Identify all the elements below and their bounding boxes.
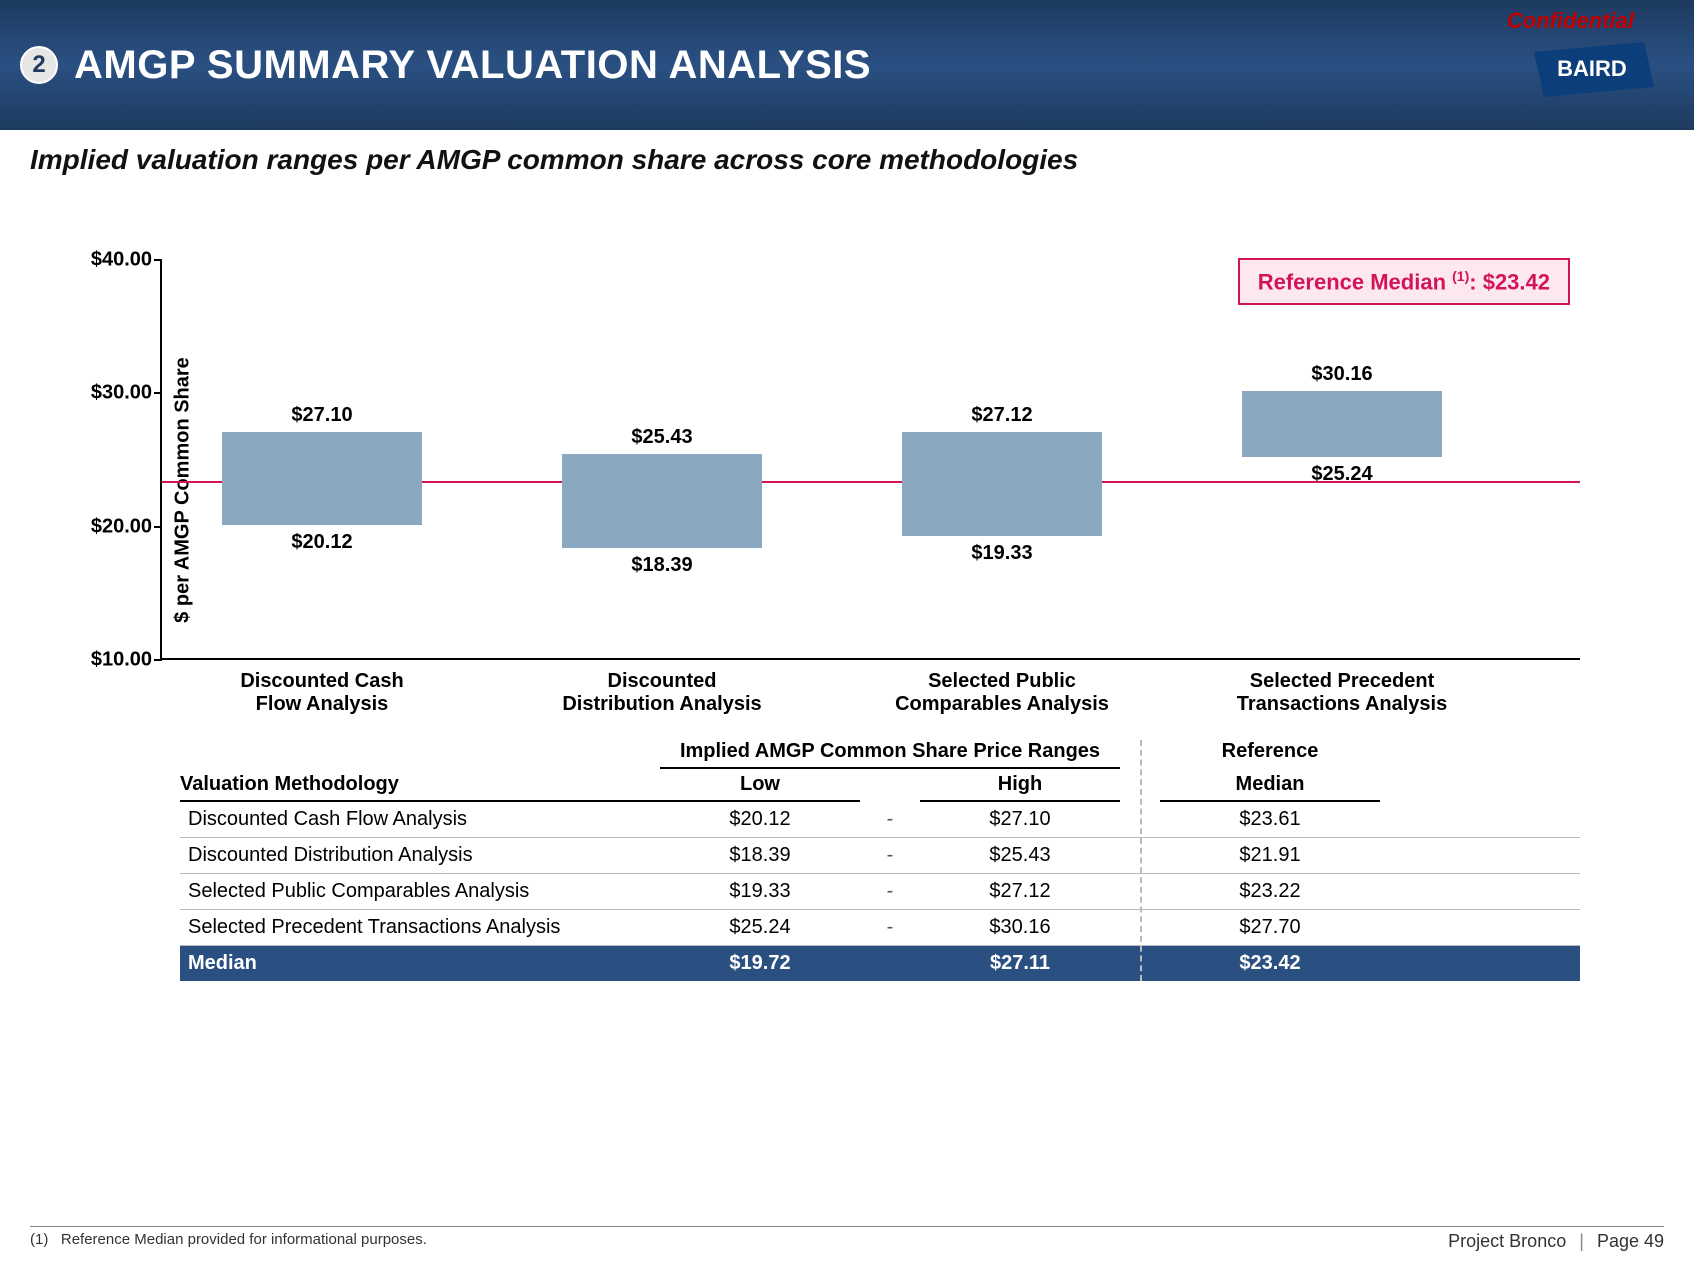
cell-reference: $23.61	[1160, 802, 1380, 837]
section-number-badge: 2	[20, 46, 58, 84]
table-row: Selected Precedent Transactions Analysis…	[180, 910, 1580, 946]
cell-dash: -	[860, 874, 920, 909]
table-header-group-row: Implied AMGP Common Share Price Ranges R…	[180, 740, 1580, 769]
cell-high: $27.12	[920, 874, 1120, 909]
bar-low-label: $20.12	[222, 531, 422, 554]
cell-methodology: Selected Precedent Transactions Analysis	[180, 910, 660, 945]
reference-box-prefix: Reference Median	[1258, 269, 1452, 294]
baird-logo: BAIRD	[1534, 42, 1654, 97]
cell-reference: $21.91	[1160, 838, 1380, 873]
median-ref: $23.42	[1160, 946, 1380, 981]
table-row-median: Median $19.72 $27.11 $23.42	[180, 946, 1580, 981]
median-low: $19.72	[660, 946, 860, 981]
table-header-methodology: Valuation Methodology	[180, 769, 660, 802]
cell-high: $30.16	[920, 910, 1120, 945]
y-tick-mark	[154, 392, 162, 394]
y-tick-mark	[154, 659, 162, 661]
bar-low-label: $18.39	[562, 554, 762, 577]
median-high: $27.11	[920, 946, 1120, 981]
valuation-bar	[562, 454, 762, 548]
table-row: Discounted Distribution Analysis$18.39-$…	[180, 838, 1580, 874]
y-tick-mark	[154, 526, 162, 528]
bar-high-label: $30.16	[1242, 363, 1442, 386]
bar-low-label: $19.33	[902, 542, 1102, 565]
valuation-bar	[1242, 391, 1442, 457]
reference-box-superscript: (1)	[1452, 268, 1469, 284]
footer-bar: (1) Reference Median provided for inform…	[30, 1226, 1664, 1252]
footnote-text: Reference Median provided for informatio…	[61, 1231, 427, 1248]
y-tick-label: $30.00	[82, 382, 152, 405]
valuation-table: Implied AMGP Common Share Price Ranges R…	[180, 740, 1580, 981]
cell-low: $25.24	[660, 910, 860, 945]
reference-box-value: $23.42	[1483, 269, 1550, 294]
table-header-reference-l1: Reference	[1160, 740, 1380, 769]
footer-page: Page 49	[1597, 1231, 1664, 1251]
table-header-reference-l2: Median	[1160, 769, 1380, 802]
footnote: (1) Reference Median provided for inform…	[30, 1231, 427, 1252]
page-title: AMGP SUMMARY VALUATION ANALYSIS	[74, 43, 871, 88]
y-tick-label: $10.00	[82, 649, 152, 672]
confidential-label: Confidential	[1507, 8, 1634, 34]
cell-dash: -	[860, 838, 920, 873]
category-label: Selected PublicComparables Analysis	[872, 670, 1132, 716]
table-row: Selected Public Comparables Analysis$19.…	[180, 874, 1580, 910]
cell-low: $18.39	[660, 838, 860, 873]
cell-reference: $27.70	[1160, 910, 1380, 945]
reference-median-box: Reference Median (1): $23.42	[1238, 258, 1570, 305]
cell-dash: -	[860, 802, 920, 837]
bar-low-label: $25.24	[1242, 463, 1442, 486]
category-label: Discounted CashFlow Analysis	[192, 670, 452, 716]
subtitle: Implied valuation ranges per AMGP common…	[0, 130, 1694, 176]
y-tick-label: $20.00	[82, 515, 152, 538]
cell-high: $25.43	[920, 838, 1120, 873]
table-header-group: Implied AMGP Common Share Price Ranges	[660, 740, 1120, 769]
cell-methodology: Discounted Cash Flow Analysis	[180, 802, 660, 837]
category-label: DiscountedDistribution Analysis	[532, 670, 792, 716]
footer-separator: |	[1579, 1231, 1584, 1251]
table-header-low: Low	[660, 769, 860, 802]
chart-plot-area: Reference Median (1): $23.42 $40.00$30.0…	[160, 260, 1580, 660]
cell-low: $19.33	[660, 874, 860, 909]
category-label: Selected PrecedentTransactions Analysis	[1212, 670, 1472, 716]
cell-methodology: Selected Public Comparables Analysis	[180, 874, 660, 909]
footer-right: Project Bronco | Page 49	[1448, 1231, 1664, 1252]
bar-high-label: $27.10	[222, 404, 422, 427]
svg-text:BAIRD: BAIRD	[1557, 56, 1627, 81]
bar-high-label: $25.43	[562, 426, 762, 449]
table-header-high: High	[920, 769, 1120, 802]
y-tick-mark	[154, 259, 162, 261]
y-tick-label: $40.00	[82, 249, 152, 272]
header-bar: Confidential 2 AMGP SUMMARY VALUATION AN…	[0, 0, 1694, 130]
footer-project: Project Bronco	[1448, 1231, 1566, 1251]
cell-methodology: Discounted Distribution Analysis	[180, 838, 660, 873]
bar-high-label: $27.12	[902, 404, 1102, 427]
table-vertical-separator	[1140, 740, 1142, 981]
valuation-bar	[902, 432, 1102, 536]
valuation-bar	[222, 432, 422, 525]
footnote-marker: (1)	[30, 1231, 48, 1248]
table-header-sub-row: Valuation Methodology Low High Median	[180, 769, 1580, 802]
median-label: Median	[180, 946, 660, 981]
cell-low: $20.12	[660, 802, 860, 837]
table-row: Discounted Cash Flow Analysis$20.12-$27.…	[180, 802, 1580, 838]
cell-reference: $23.22	[1160, 874, 1380, 909]
cell-high: $27.10	[920, 802, 1120, 837]
valuation-chart: $ per AMGP Common Share Reference Median…	[90, 260, 1590, 720]
reference-box-separator: :	[1469, 269, 1482, 294]
cell-dash: -	[860, 910, 920, 945]
